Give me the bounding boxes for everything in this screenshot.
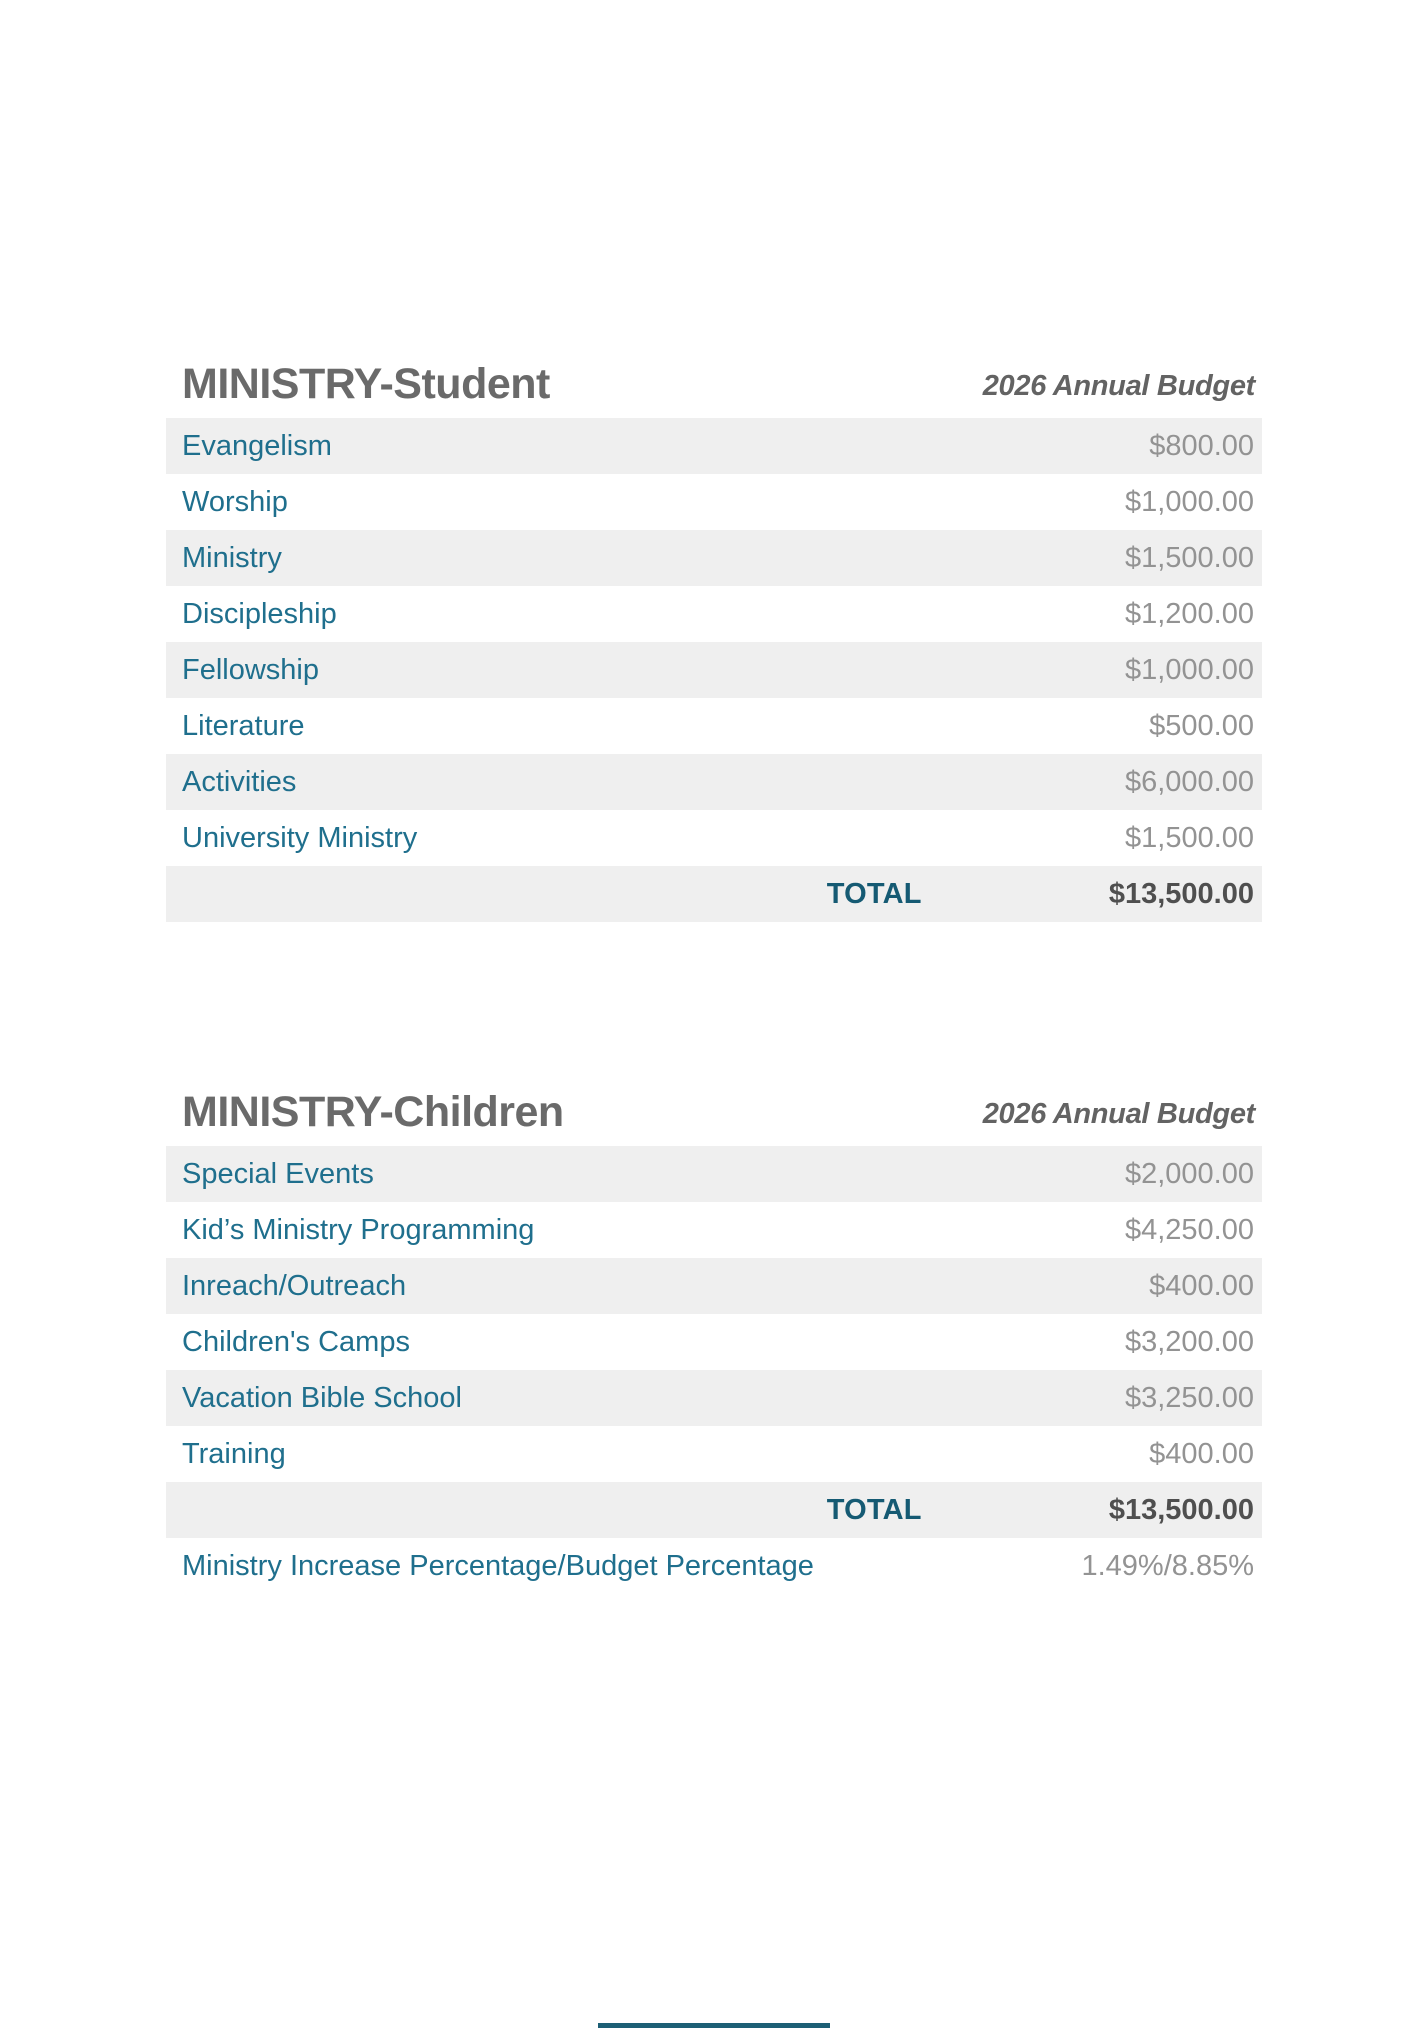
line-item-value: $1,000.00 <box>1125 653 1255 686</box>
line-item-label: Evangelism <box>182 429 332 462</box>
line-item-value: $3,200.00 <box>1124 1325 1254 1358</box>
table-row: University Ministry $1,500.00 <box>166 810 1262 866</box>
table-row: Special Events $2,000.00 <box>166 1146 1262 1202</box>
total-row: TOTAL $13,500.00 <box>166 866 1262 922</box>
line-item-label: Vacation Bible School <box>182 1381 462 1414</box>
percentage-row: Ministry Increase Percentage/Budget Perc… <box>166 1538 1262 1594</box>
table-row: Inreach/Outreach $400.00 <box>166 1258 1262 1314</box>
line-item-label: Fellowship <box>182 653 319 686</box>
line-item-label: Children's Camps <box>182 1325 410 1358</box>
line-item-label: Worship <box>182 485 288 518</box>
line-item-label: Inreach/Outreach <box>182 1269 407 1302</box>
section-ministry-children: MINISTRY-Children 2026 Annual Budget Spe… <box>166 1080 1262 1594</box>
line-item-label: Ministry <box>182 541 282 574</box>
line-item-value: $6,000.00 <box>1124 765 1254 798</box>
section-ministry-student: MINISTRY-Student 2026 Annual Budget Evan… <box>166 352 1262 922</box>
table-row: Evangelism $800.00 <box>166 418 1262 474</box>
table-row: Literature $500.00 <box>166 698 1262 754</box>
line-item-value: $1,500.00 <box>1124 541 1254 574</box>
table-row: Activities $6,000.00 <box>166 754 1262 810</box>
total-value: $13,500.00 <box>1108 1493 1254 1526</box>
line-item-value: $1,500.00 <box>1125 821 1255 854</box>
table-row: Ministry $1,500.00 <box>166 530 1262 586</box>
total-label: TOTAL <box>826 1493 922 1526</box>
line-item-value: $1,200.00 <box>1124 597 1254 630</box>
budget-column-header: 2026 Annual Budget <box>982 1098 1256 1130</box>
table-row: Worship $1,000.00 <box>166 474 1262 530</box>
table-row: Kid’s Ministry Programming $4,250.00 <box>166 1202 1262 1258</box>
line-item-value: $400.00 <box>1149 1269 1254 1302</box>
section-header: MINISTRY-Student 2026 Annual Budget <box>166 352 1262 418</box>
percentage-label: Ministry Increase Percentage/Budget Perc… <box>182 1549 814 1582</box>
line-item-label: Literature <box>182 709 305 742</box>
line-item-value: $1,000.00 <box>1125 485 1255 518</box>
table-row: Vacation Bible School $3,250.00 <box>166 1370 1262 1426</box>
total-value: $13,500.00 <box>1108 877 1254 910</box>
percentage-value: 1.49%/8.85% <box>1081 1549 1254 1582</box>
budget-table-student: Evangelism $800.00 Worship $1,000.00 Ministr… <box>166 418 1262 922</box>
line-item-value: $800.00 <box>1149 429 1255 462</box>
table-row: Discipleship $1,200.00 <box>166 586 1262 642</box>
line-item-value: $500.00 <box>1149 709 1254 742</box>
line-item-value: $3,250.00 <box>1124 1381 1254 1414</box>
line-item-value: $2,000.00 <box>1124 1157 1254 1190</box>
section-title: MINISTRY-Student <box>182 359 550 408</box>
document-content: MINISTRY-Student 2026 Annual Budget Evan… <box>166 352 1262 1594</box>
table-row: Fellowship $1,000.00 <box>166 642 1262 698</box>
line-item-label: Kid’s Ministry Programming <box>182 1213 535 1246</box>
line-item-label: Training <box>182 1437 286 1470</box>
total-label: TOTAL <box>826 877 922 910</box>
line-item-value: $4,250.00 <box>1124 1213 1254 1246</box>
budget-table-children: Special Events $2,000.00 Kid’s Ministry Pr… <box>166 1146 1262 1594</box>
line-item-value: $400.00 <box>1149 1437 1254 1470</box>
line-item-label: Discipleship <box>182 597 337 630</box>
budget-column-header: 2026 Annual Budget <box>982 370 1256 402</box>
table-row: Training $400.00 <box>166 1426 1262 1482</box>
total-row: TOTAL $13,500.00 <box>166 1482 1262 1538</box>
line-item-label: Activities <box>182 765 297 798</box>
section-header: MINISTRY-Children 2026 Annual Budget <box>166 1080 1262 1146</box>
line-item-label: University Ministry <box>182 821 418 854</box>
line-item-label: Special Events <box>182 1157 374 1190</box>
section-title: MINISTRY-Children <box>182 1087 564 1136</box>
page-bottom-accent-bar <box>598 2023 830 2028</box>
table-row: Children's Camps $3,200.00 <box>166 1314 1262 1370</box>
